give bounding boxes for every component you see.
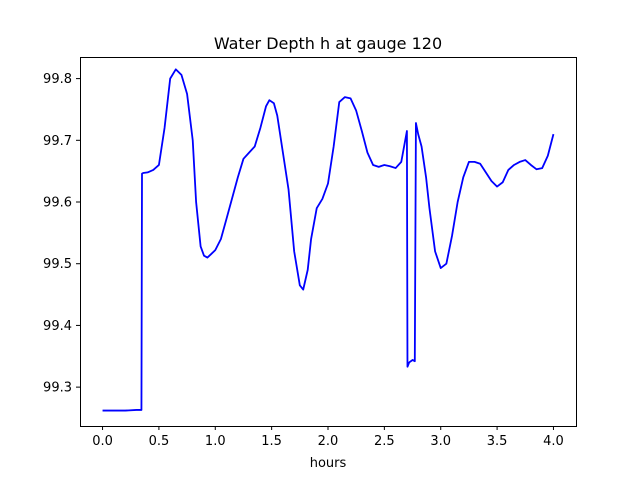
x-tick-label: 3.0 bbox=[430, 434, 451, 449]
y-tick-label: 99.6 bbox=[43, 196, 72, 211]
plot-frame bbox=[80, 57, 577, 427]
x-tick-label: 0.0 bbox=[92, 434, 113, 449]
x-axis: 0.0 0.5 1.0 1.5 2.0 2.5 3.0 3.5 4.0 bbox=[92, 426, 564, 449]
x-tick-label: 2.0 bbox=[318, 434, 339, 449]
y-axis: 99.3 99.4 99.5 99.6 99.7 99.8 bbox=[43, 72, 80, 396]
x-tick-label: 1.0 bbox=[205, 434, 226, 449]
y-tick-label: 99.3 bbox=[43, 381, 72, 396]
y-tick-label: 99.7 bbox=[43, 134, 72, 149]
series-layer bbox=[102, 68, 555, 412]
x-tick-label: 2.5 bbox=[374, 434, 395, 449]
chart-title: Water Depth h at gauge 120 bbox=[214, 34, 442, 53]
x-tick-label: 3.5 bbox=[487, 434, 508, 449]
x-tick-label: 1.5 bbox=[261, 434, 282, 449]
x-axis-label: hours bbox=[310, 456, 347, 471]
y-tick-label: 99.5 bbox=[43, 257, 72, 272]
y-tick-label: 99.8 bbox=[43, 72, 72, 87]
series-line-0 bbox=[102, 68, 555, 412]
x-tick-label: 4.0 bbox=[543, 434, 564, 449]
y-tick-label: 99.4 bbox=[43, 319, 72, 334]
x-tick-label: 0.5 bbox=[149, 434, 170, 449]
